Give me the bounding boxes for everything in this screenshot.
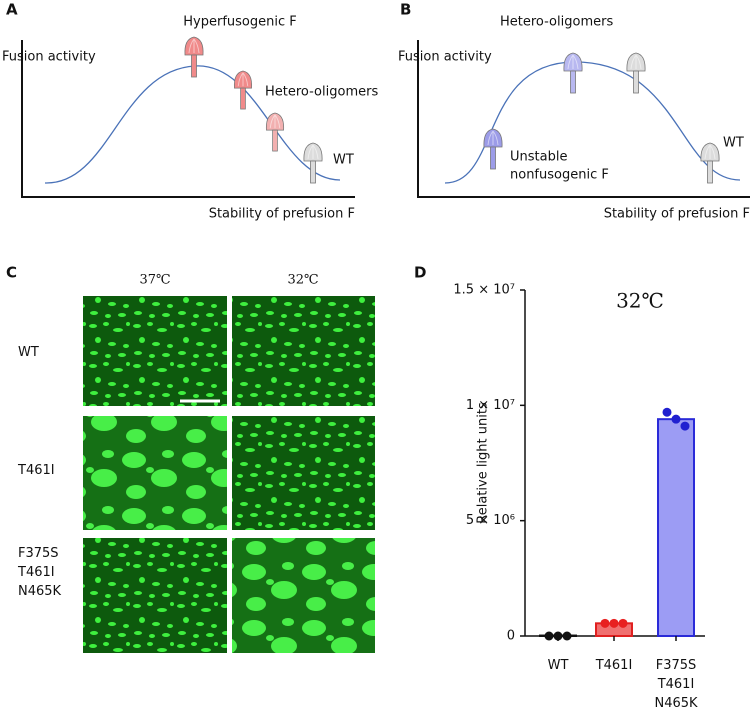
annotation: Hetero-oligomers <box>265 85 378 100</box>
curve <box>44 65 341 184</box>
annotation: WT <box>723 136 744 151</box>
panel-label: D <box>414 264 426 282</box>
annotation: nonfusogenic F <box>510 168 609 183</box>
micrograph <box>232 416 375 530</box>
curve <box>444 61 741 184</box>
axis-label: Stability of prefusion F <box>209 207 355 222</box>
data-point <box>680 421 690 431</box>
micrograph <box>83 416 227 530</box>
data-point <box>609 618 619 628</box>
column-label: 37℃ <box>139 273 170 288</box>
y-tick-label: 1 × 10⁷ <box>466 398 515 413</box>
y-axis-label: Relative light units <box>476 402 491 524</box>
axes <box>417 40 750 198</box>
micrograph <box>83 538 227 653</box>
axis-label: Fusion activity <box>2 50 96 65</box>
y-tick-label: 5 × 10⁶ <box>466 513 515 528</box>
icon <box>303 142 323 184</box>
micrograph <box>232 538 375 653</box>
x-tick-label: F375S T461I N465K <box>654 658 698 711</box>
chart-title: 32℃ <box>616 289 664 313</box>
icon <box>563 52 583 94</box>
y-tick-label: 0 <box>507 629 515 644</box>
data-point <box>600 618 610 628</box>
axes <box>21 40 355 198</box>
row-label: WT <box>18 345 39 360</box>
data-point <box>662 407 672 417</box>
axis-label: Fusion activity <box>398 50 492 65</box>
x-tick-label: WT <box>548 658 569 673</box>
panel-d: D 32℃ Relative light units 0 5 × 10⁶ 1 × 1… <box>414 264 705 711</box>
data-point <box>562 631 572 641</box>
annotation: Hyperfusogenic F <box>183 15 296 30</box>
panel-c: C 37℃ 32℃ WT T461I F375S T461I N465K <box>6 264 375 653</box>
annotation: WT <box>333 153 354 168</box>
axis-label: Stability of prefusion F <box>604 207 750 222</box>
annotation: Unstable <box>510 150 567 165</box>
x-tick-label: T461I <box>595 658 633 673</box>
column-label: 32℃ <box>287 273 318 288</box>
icon <box>184 36 204 78</box>
icon <box>700 142 720 184</box>
row-label: T461I <box>17 463 55 478</box>
y-tick-label: 1.5 × 10⁷ <box>453 283 515 298</box>
data-point <box>671 414 681 424</box>
icon <box>233 70 253 110</box>
panel-a: A Fusion activity Stability of prefusion… <box>2 1 378 222</box>
annotation: Hetero-oligomers <box>500 15 613 30</box>
micrograph <box>83 296 227 406</box>
data-point <box>618 618 628 628</box>
data-point <box>544 631 554 641</box>
panel-label: B <box>400 1 411 19</box>
micrograph <box>232 296 375 406</box>
panel-label: A <box>6 1 18 19</box>
icon <box>626 52 646 94</box>
bar <box>657 418 695 637</box>
panel-b: B Fusion activity Stability of prefusion… <box>398 1 750 222</box>
row-label: F375S T461I N465K <box>17 546 62 599</box>
panel-label: C <box>6 264 17 282</box>
icon <box>483 128 503 170</box>
icon <box>265 112 285 152</box>
